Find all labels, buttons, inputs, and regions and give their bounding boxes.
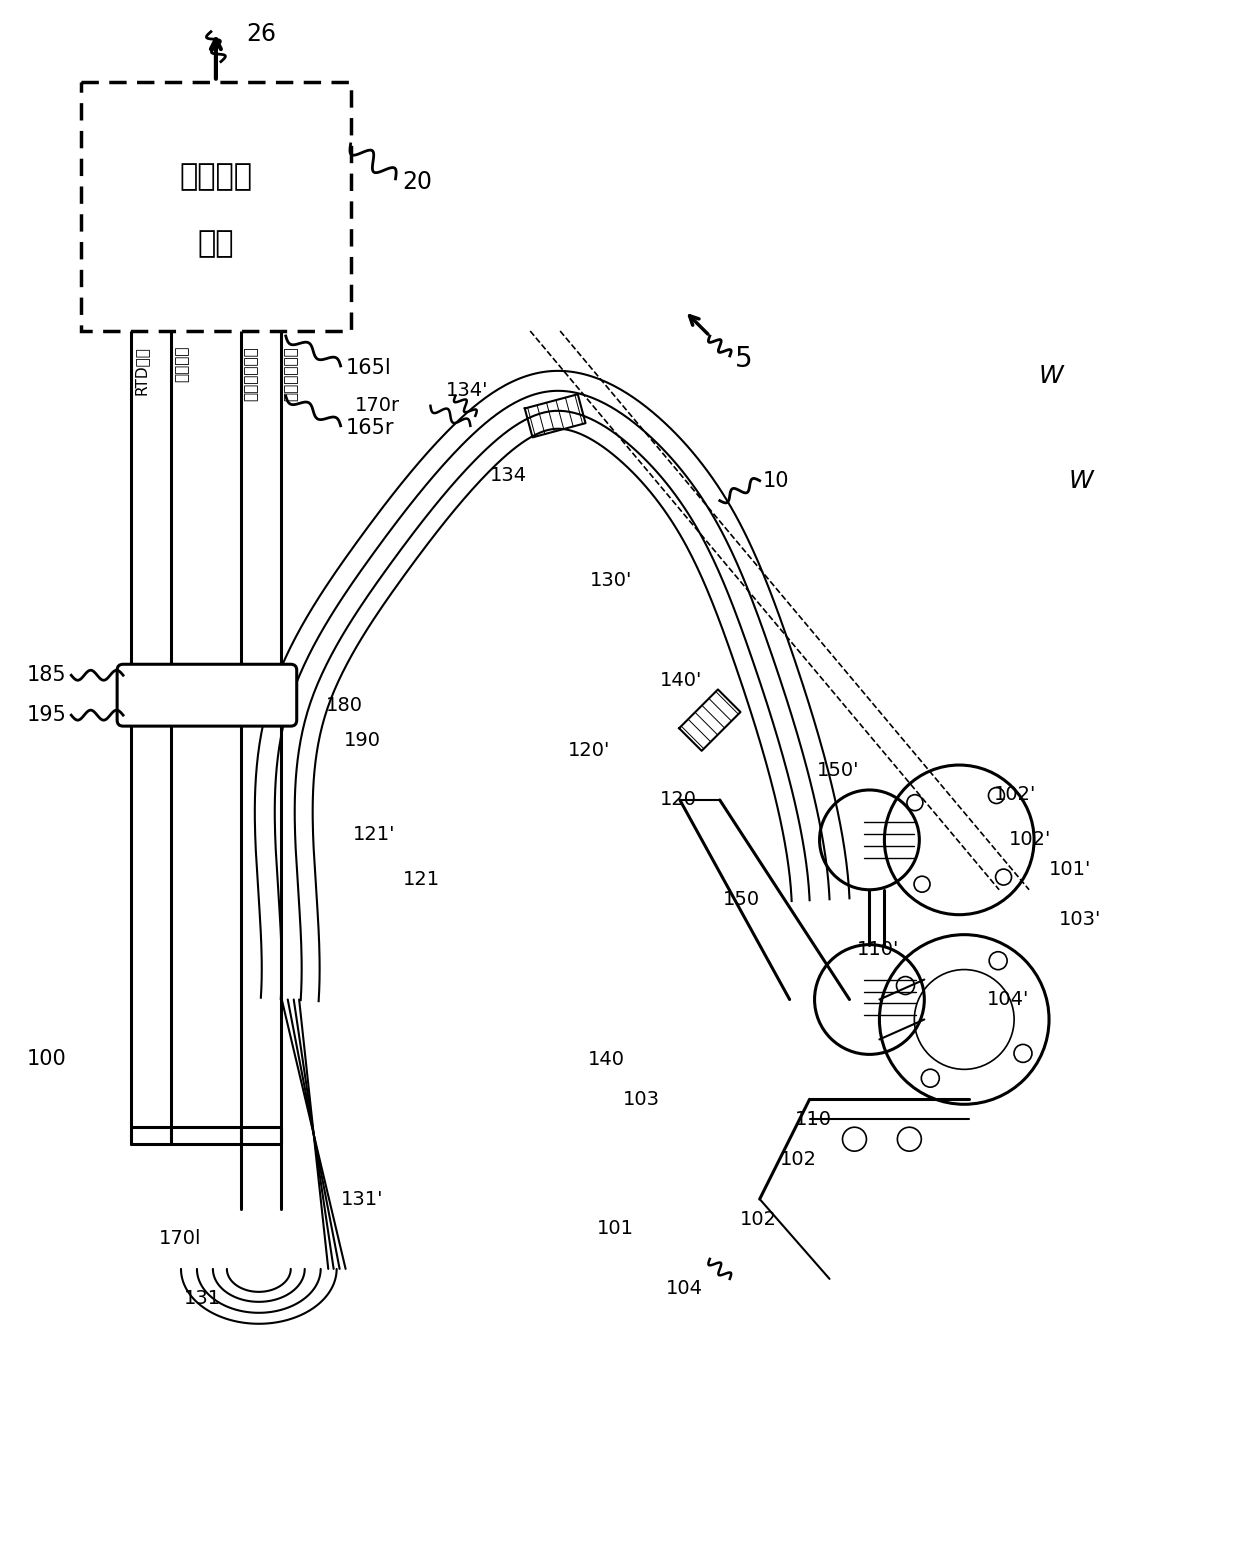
- Text: 器件: 器件: [197, 229, 234, 258]
- Text: 110: 110: [795, 1110, 832, 1129]
- Text: 100: 100: [26, 1049, 66, 1069]
- Text: W: W: [1039, 364, 1064, 387]
- Text: 185: 185: [26, 665, 66, 685]
- Text: 仪表电子: 仪表电子: [180, 162, 253, 190]
- Text: 101: 101: [596, 1219, 634, 1238]
- Text: 101': 101': [1049, 860, 1091, 879]
- Text: 140: 140: [588, 1051, 625, 1069]
- Text: 110': 110': [857, 940, 899, 958]
- Text: 180: 180: [326, 696, 362, 715]
- Text: 150: 150: [723, 890, 760, 909]
- Text: 103': 103': [1059, 910, 1101, 929]
- Text: 120: 120: [660, 790, 697, 810]
- Text: 121: 121: [403, 871, 440, 890]
- Text: 165r: 165r: [346, 418, 394, 437]
- Text: 驱动信号: 驱动信号: [174, 347, 188, 382]
- Text: 5: 5: [735, 345, 753, 373]
- Text: 102: 102: [740, 1210, 776, 1229]
- FancyBboxPatch shape: [117, 665, 296, 726]
- Text: 140': 140': [660, 671, 702, 690]
- Text: 104: 104: [666, 1280, 703, 1299]
- Text: 190: 190: [343, 731, 381, 749]
- Text: 134': 134': [445, 381, 487, 400]
- Text: 102: 102: [780, 1149, 817, 1169]
- Text: 134: 134: [490, 467, 527, 485]
- Text: 20: 20: [403, 170, 433, 194]
- Text: 170l: 170l: [159, 1230, 201, 1249]
- Text: 150': 150': [817, 760, 859, 779]
- Text: 195: 195: [26, 706, 66, 726]
- Text: 左传感器信号: 左传感器信号: [244, 347, 259, 401]
- Text: 右传感器信号: 右传感器信号: [284, 347, 299, 401]
- Text: 121': 121': [353, 826, 396, 845]
- Text: 131': 131': [341, 1189, 383, 1208]
- Text: 102': 102': [994, 785, 1037, 804]
- Text: 131: 131: [184, 1289, 221, 1308]
- Text: RTD信号: RTD信号: [134, 347, 149, 395]
- Text: 104': 104': [987, 990, 1029, 1008]
- Text: 103: 103: [622, 1090, 660, 1108]
- Text: 120': 120': [568, 740, 610, 760]
- Text: 10: 10: [763, 471, 789, 490]
- FancyBboxPatch shape: [81, 81, 351, 331]
- Text: W: W: [1069, 468, 1094, 493]
- Text: 165l: 165l: [346, 357, 392, 378]
- Text: 170r: 170r: [356, 396, 401, 415]
- Text: 26: 26: [246, 22, 275, 45]
- Text: 102': 102': [1009, 830, 1052, 849]
- Text: 130': 130': [590, 571, 632, 590]
